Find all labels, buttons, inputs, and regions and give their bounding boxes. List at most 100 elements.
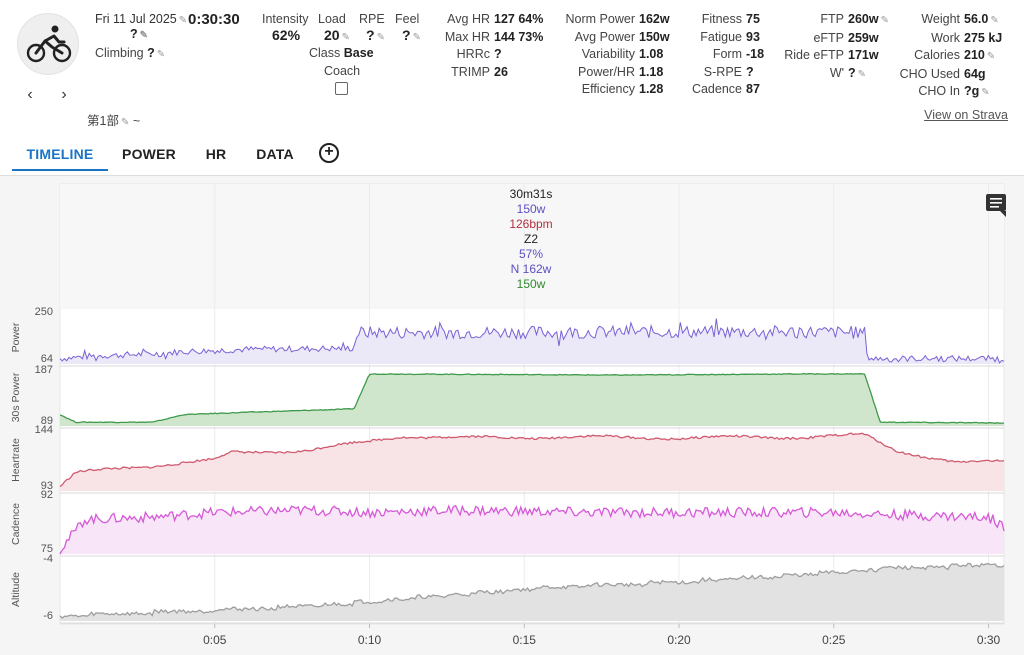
metric-norm-power: Norm Power 162w: [565, 12, 670, 26]
coach-checkbox[interactable]: [335, 82, 348, 95]
series-line-heartrate: [59, 432, 1005, 488]
metric-cadence: Cadence 87: [691, 82, 760, 96]
pencil-icon[interactable]: ✎: [139, 30, 149, 41]
rpe-value[interactable]: ? ✎: [366, 27, 385, 43]
metric-hrrc: HRRc?: [456, 47, 502, 61]
panel-label-power: Power: [10, 322, 22, 352]
timeline-chart-area[interactable]: 30m31s 150w 126bpm Z2 57% N 162w 150w 25…: [0, 175, 1024, 655]
metric-cho-used: CHO Used 64g: [899, 66, 986, 81]
panel-label-heartrate: Heartrate: [10, 438, 22, 482]
metric-weight[interactable]: Weight 56.0 ✎: [921, 12, 999, 26]
feel-label: Feel: [395, 12, 420, 26]
feel-value[interactable]: ? ✎: [402, 27, 421, 43]
activity-avatar: [17, 13, 79, 75]
metric-ftp[interactable]: FTP 260w ✎: [820, 12, 889, 26]
pencil-icon[interactable]: ✎: [376, 32, 385, 43]
panel-power-30s: 187 89 30s Power: [10, 364, 1004, 429]
load-value[interactable]: 20 ✎: [324, 27, 350, 43]
metric-work: Work 275 kJ: [931, 30, 1003, 45]
prev-activity-button[interactable]: ‹: [27, 86, 33, 103]
tooltip-hr: 126bpm: [509, 217, 552, 231]
series-area-cadence: [60, 505, 1004, 554]
pencil-icon[interactable]: ✎: [412, 32, 421, 43]
view-on-strava-link[interactable]: View on Strava: [924, 108, 1008, 122]
tab-hr[interactable]: HR: [205, 146, 227, 162]
tooltip-pct: 57%: [519, 247, 543, 261]
y-tick-low: 64: [41, 353, 53, 365]
activity-header: ‹ › Fri 11 Jul 2025 ✎ 0:30:30 ? ✎ Climbing…: [0, 0, 1024, 171]
rpe-label: RPE: [359, 12, 385, 26]
power-metrics: Norm Power 162w Avg Power 150w Variability…: [560, 11, 670, 99]
load-label: Load: [318, 12, 346, 26]
y-tick-high: 187: [35, 364, 53, 376]
series-line-power: [59, 318, 1005, 364]
fitness-metrics: Fitness 75 Fatigue 93 Form -18 S-RPE? Caden…: [688, 11, 764, 99]
metric-efficiency: Efficiency 1.28: [581, 82, 664, 96]
class-field[interactable]: Class Base: [309, 46, 374, 60]
climbing-field[interactable]: Climbing ? ✎: [95, 46, 166, 60]
tab-timeline[interactable]: TIMELINE: [12, 140, 108, 171]
metric-trimp: TRIMP 26: [451, 64, 508, 79]
metric-form: Form -18: [712, 47, 765, 61]
x-tick-label: 0:30: [977, 633, 1001, 647]
metric-srpe: S-RPE?: [703, 64, 754, 79]
pencil-icon[interactable]: ✎: [857, 68, 867, 80]
x-tick-label: 0:15: [513, 633, 537, 647]
metric-power-hr: Power/HR 1.18: [578, 64, 664, 79]
series-area-heartrate: [60, 433, 1004, 491]
pencil-icon[interactable]: ✎: [178, 15, 188, 26]
y-tick-high: 250: [35, 306, 53, 318]
comment-icon[interactable]: [986, 194, 1006, 217]
metric-calories[interactable]: Calories 210 ✎: [914, 48, 996, 62]
tooltip-np: N 162w: [511, 262, 552, 276]
timeline-chart[interactable]: 30m31s 150w 126bpm Z2 57% N 162w 150w 25…: [0, 176, 1024, 655]
x-axis: 0:05 0:10 0:15 0:20 0:25 0:30: [203, 624, 1001, 647]
y-tick-low: 93: [41, 480, 53, 492]
series-line-power-30s: [59, 372, 1004, 424]
tooltip-zone: Z2: [524, 232, 538, 246]
pencil-icon[interactable]: ✎: [341, 32, 350, 43]
y-tick-high: -4: [43, 553, 53, 565]
metric-w-prime[interactable]: W'? ✎: [829, 65, 867, 80]
panel-heartrate: 144 93 Heartrate: [10, 424, 1005, 494]
metric-fitness: Fitness 75: [701, 12, 760, 26]
metric-fatigue: Fatigue 93: [700, 29, 760, 44]
x-tick-label: 0:20: [667, 633, 691, 647]
y-tick-low: 75: [41, 543, 53, 555]
metric-cho-in[interactable]: CHO In ?g ✎: [918, 84, 990, 98]
coach-label: Coach: [324, 64, 361, 78]
activity-duration: 0:30:30: [188, 11, 240, 28]
date-extra[interactable]: ? ✎: [130, 27, 149, 41]
panel-label-power-30s: 30s Power: [10, 372, 22, 422]
cycling-icon: [26, 25, 72, 63]
plus-circle-icon[interactable]: +: [319, 143, 339, 163]
activity-date[interactable]: Fri 11 Jul 2025 ✎: [95, 12, 188, 26]
tooltip-power: 150w: [517, 202, 546, 216]
pencil-icon[interactable]: ✎: [156, 49, 166, 60]
pencil-icon[interactable]: ✎: [981, 87, 990, 98]
series-area-power-30s: [60, 373, 1004, 426]
pencil-icon[interactable]: ✎: [880, 15, 889, 26]
tab-power[interactable]: POWER: [122, 146, 176, 162]
panel-power: 250 64 Power: [10, 306, 1005, 367]
part-name-field[interactable]: 第1部 ✎ ~: [87, 114, 141, 128]
metric-avg-hr: Avg HR 127 64%: [447, 12, 544, 26]
next-activity-button[interactable]: ›: [61, 86, 67, 103]
metric-max-hr: Max HR 144 73%: [444, 29, 544, 44]
pencil-icon[interactable]: ✎: [120, 117, 130, 128]
series-area-altitude: [60, 563, 1004, 621]
pencil-icon[interactable]: ✎: [990, 15, 999, 26]
pencil-icon[interactable]: ✎: [986, 51, 996, 62]
panel-label-altitude: Altitude: [10, 572, 22, 607]
x-tick-label: 0:25: [822, 633, 846, 647]
tooltip-power30: 150w: [517, 277, 546, 291]
tooltip-duration: 30m31s: [510, 187, 553, 201]
metric-avg-power: Avg Power 150w: [574, 29, 670, 44]
x-tick-label: 0:05: [203, 633, 227, 647]
panel-cadence: 92 75 Cadence: [10, 489, 1005, 557]
tab-data[interactable]: DATA: [256, 146, 294, 162]
series-line-altitude: [59, 562, 1005, 619]
y-tick-low: -6: [43, 610, 53, 622]
x-tick-label: 0:10: [358, 633, 382, 647]
ftp-metrics: FTP 260w ✎ eFTP 259w Ride eFTP 171w W'? ✎: [780, 11, 889, 83]
